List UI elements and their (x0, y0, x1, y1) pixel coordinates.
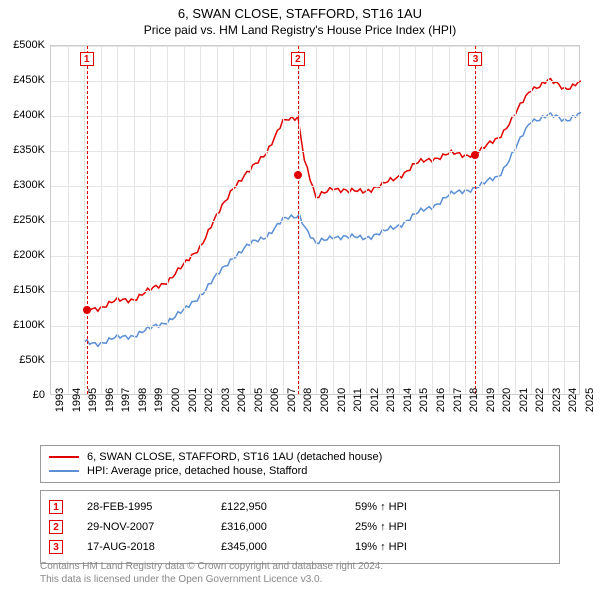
x-axis-label: 1999 (153, 388, 165, 412)
chart-container: 6, SWAN CLOSE, STAFFORD, ST16 1AU Price … (0, 0, 600, 590)
x-axis-label: 1995 (87, 388, 99, 412)
x-axis-label: 2009 (319, 388, 331, 412)
x-axis-label: 2008 (302, 388, 314, 412)
event-marker-icon: 2 (291, 52, 305, 66)
x-axis-label: 2014 (402, 388, 414, 412)
legend-label: HPI: Average price, detached house, Staf… (87, 465, 307, 477)
y-axis-label: £350K (0, 144, 45, 156)
legend-swatch (49, 470, 79, 472)
x-axis-label: 2019 (485, 388, 497, 412)
y-axis-label: £300K (0, 179, 45, 191)
event-price: £122,950 (221, 501, 331, 513)
x-axis-label: 2005 (253, 388, 265, 412)
x-axis-label: 2025 (584, 388, 596, 412)
x-axis-label: 2001 (187, 388, 199, 412)
event-row: 3 17-AUG-2018 £345,000 19% ↑ HPI (49, 537, 551, 557)
event-date: 17-AUG-2018 (87, 541, 197, 553)
event-marker-icon: 3 (49, 540, 63, 554)
event-date: 28-FEB-1995 (87, 501, 197, 513)
event-row: 1 28-FEB-1995 £122,950 59% ↑ HPI (49, 497, 551, 517)
x-axis-label: 2020 (501, 388, 513, 412)
x-axis-label: 2017 (452, 388, 464, 412)
y-axis-label: £150K (0, 284, 45, 296)
y-axis-label: £50K (0, 354, 45, 366)
x-axis-label: 2022 (534, 388, 546, 412)
y-axis-label: £500K (0, 39, 45, 51)
x-axis-label: 2015 (418, 388, 430, 412)
event-dot-icon (471, 151, 479, 159)
x-axis-label: 2013 (385, 388, 397, 412)
event-dot-icon (294, 171, 302, 179)
footer-line: Contains HM Land Registry data © Crown c… (40, 560, 383, 573)
y-axis-label: £100K (0, 319, 45, 331)
x-axis-label: 1993 (54, 388, 66, 412)
y-axis-label: £0 (0, 389, 45, 401)
line-series-svg (51, 46, 579, 394)
event-price: £316,000 (221, 521, 331, 533)
x-axis-label: 2016 (435, 388, 447, 412)
legend: 6, SWAN CLOSE, STAFFORD, ST16 1AU (detac… (40, 445, 560, 483)
x-axis-label: 2010 (336, 388, 348, 412)
events-table: 1 28-FEB-1995 £122,950 59% ↑ HPI 2 29-NO… (40, 490, 560, 564)
x-axis-label: 1994 (71, 388, 83, 412)
x-axis-label: 2018 (468, 388, 480, 412)
chart-subtitle: Price paid vs. HM Land Registry's House … (0, 21, 600, 37)
event-dot-icon (83, 306, 91, 314)
chart-title: 6, SWAN CLOSE, STAFFORD, ST16 1AU (0, 0, 600, 21)
event-marker-icon: 1 (80, 52, 94, 66)
x-axis-label: 2007 (286, 388, 298, 412)
x-axis-label: 2024 (567, 388, 579, 412)
y-axis-label: £200K (0, 249, 45, 261)
x-axis-label: 2012 (369, 388, 381, 412)
legend-swatch (49, 456, 79, 458)
x-axis-label: 1998 (137, 388, 149, 412)
event-row: 2 29-NOV-2007 £316,000 25% ↑ HPI (49, 517, 551, 537)
x-axis-label: 2006 (269, 388, 281, 412)
x-axis-label: 2004 (236, 388, 248, 412)
event-hpi-delta: 19% ↑ HPI (355, 541, 407, 553)
y-axis-label: £450K (0, 74, 45, 86)
footer-attribution: Contains HM Land Registry data © Crown c… (40, 560, 383, 586)
event-hpi-delta: 59% ↑ HPI (355, 501, 407, 513)
legend-item: 6, SWAN CLOSE, STAFFORD, ST16 1AU (detac… (49, 450, 551, 464)
x-axis-label: 1997 (120, 388, 132, 412)
x-axis-label: 2023 (551, 388, 563, 412)
x-axis-label: 2002 (203, 388, 215, 412)
event-date: 29-NOV-2007 (87, 521, 197, 533)
x-axis-label: 2003 (220, 388, 232, 412)
x-axis-label: 1996 (104, 388, 116, 412)
event-marker-icon: 1 (49, 500, 63, 514)
footer-line: This data is licensed under the Open Gov… (40, 573, 383, 586)
legend-item: HPI: Average price, detached house, Staf… (49, 464, 551, 478)
event-marker-icon: 3 (468, 52, 482, 66)
y-axis-label: £250K (0, 214, 45, 226)
event-hpi-delta: 25% ↑ HPI (355, 521, 407, 533)
plot-area: 1 2 3 (50, 45, 580, 395)
event-price: £345,000 (221, 541, 331, 553)
x-axis-label: 2011 (352, 388, 364, 412)
x-axis-label: 2000 (170, 388, 182, 412)
event-marker-icon: 2 (49, 520, 63, 534)
x-axis-label: 2021 (518, 388, 530, 412)
y-axis-label: £400K (0, 109, 45, 121)
legend-label: 6, SWAN CLOSE, STAFFORD, ST16 1AU (detac… (87, 451, 382, 463)
